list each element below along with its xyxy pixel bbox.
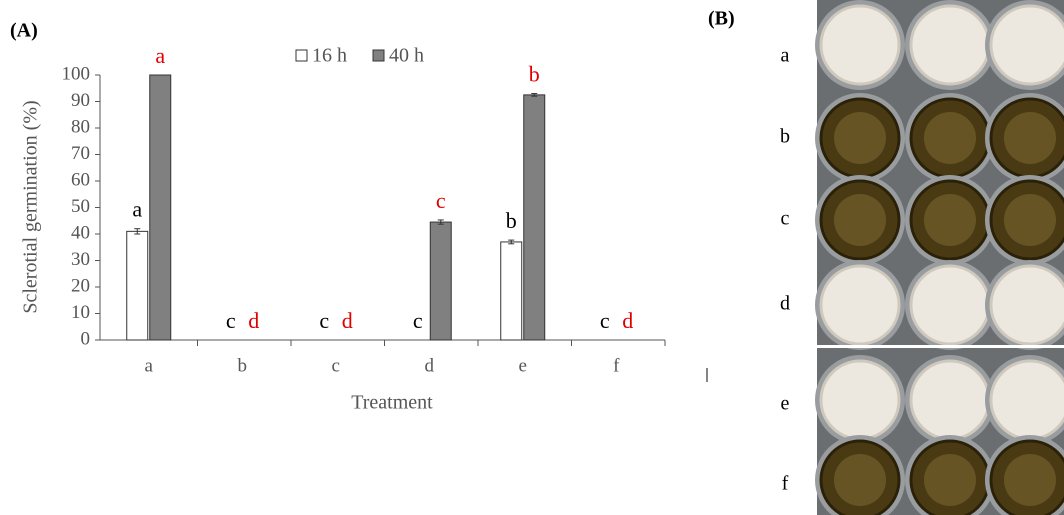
row-label: a — [781, 45, 790, 67]
y-tick-label: 90 — [71, 90, 90, 111]
x-tick-label: b — [238, 355, 248, 376]
x-tick-label: e — [519, 355, 527, 376]
panel-label: (A) — [10, 20, 38, 42]
bar — [501, 242, 522, 340]
x-tick-label: f — [613, 355, 620, 376]
well-shine — [834, 194, 886, 246]
well — [991, 6, 1064, 84]
figure: (A) (B) Sclerotial germination (%) Treat… — [0, 0, 1064, 515]
well — [991, 361, 1064, 439]
well-shine — [1004, 194, 1056, 246]
well-shine — [834, 112, 886, 164]
significance-letter: d — [342, 308, 353, 333]
significance-letter: c — [319, 308, 329, 333]
x-axis-label: Treatment — [351, 392, 433, 414]
well-shine — [1004, 454, 1056, 506]
panel-label: (B) — [708, 8, 735, 30]
well-shine — [924, 112, 976, 164]
x-tick-label: d — [425, 355, 435, 376]
y-tick-label: 60 — [71, 169, 90, 190]
row-label: e — [781, 393, 790, 415]
significance-letter: a — [155, 43, 165, 68]
row-label: f — [782, 473, 789, 495]
x-tick-label: c — [332, 355, 340, 376]
significance-letter: c — [413, 308, 423, 333]
y-tick-label: 50 — [71, 196, 90, 217]
row-label: b — [780, 126, 790, 148]
legend-swatch — [373, 50, 384, 61]
well — [821, 6, 899, 84]
y-axis-label: Sclerotial germination (%) — [20, 100, 42, 313]
significance-letter: d — [248, 308, 259, 333]
well-shine — [924, 454, 976, 506]
x-tick-label: a — [145, 355, 154, 376]
row-label: c — [781, 208, 790, 230]
row-label: d — [780, 293, 790, 315]
y-tick-label: 20 — [71, 275, 90, 296]
legend-label: 16 h — [312, 45, 347, 67]
bar — [524, 95, 545, 340]
y-tick-label: 40 — [71, 222, 90, 243]
y-tick-label: 70 — [71, 143, 90, 164]
well — [991, 266, 1064, 344]
well-shine — [1004, 112, 1056, 164]
wells — [815, 0, 1064, 515]
well-shine — [924, 194, 976, 246]
y-tick-label: 30 — [71, 249, 90, 270]
significance-letter: b — [506, 208, 517, 233]
significance-letter: a — [132, 197, 142, 222]
legend-swatch — [296, 50, 307, 61]
significance-letter: c — [226, 308, 236, 333]
well — [911, 6, 989, 84]
legend-label: 40 h — [389, 45, 424, 67]
well-shine — [834, 454, 886, 506]
well — [911, 266, 989, 344]
well — [911, 361, 989, 439]
y-tick-label: 0 — [81, 328, 91, 349]
significance-letter: b — [529, 62, 540, 87]
bar — [430, 222, 451, 340]
significance-letter: d — [622, 308, 633, 333]
bar — [150, 75, 171, 340]
significance-letter: c — [600, 308, 610, 333]
significance-letter: c — [436, 188, 446, 213]
bar — [127, 231, 148, 340]
photo-divider — [817, 345, 1064, 348]
y-tick-label: 10 — [71, 302, 90, 323]
well — [821, 361, 899, 439]
well — [821, 266, 899, 344]
y-tick-label: 100 — [62, 63, 91, 84]
y-tick-label: 80 — [71, 116, 90, 137]
